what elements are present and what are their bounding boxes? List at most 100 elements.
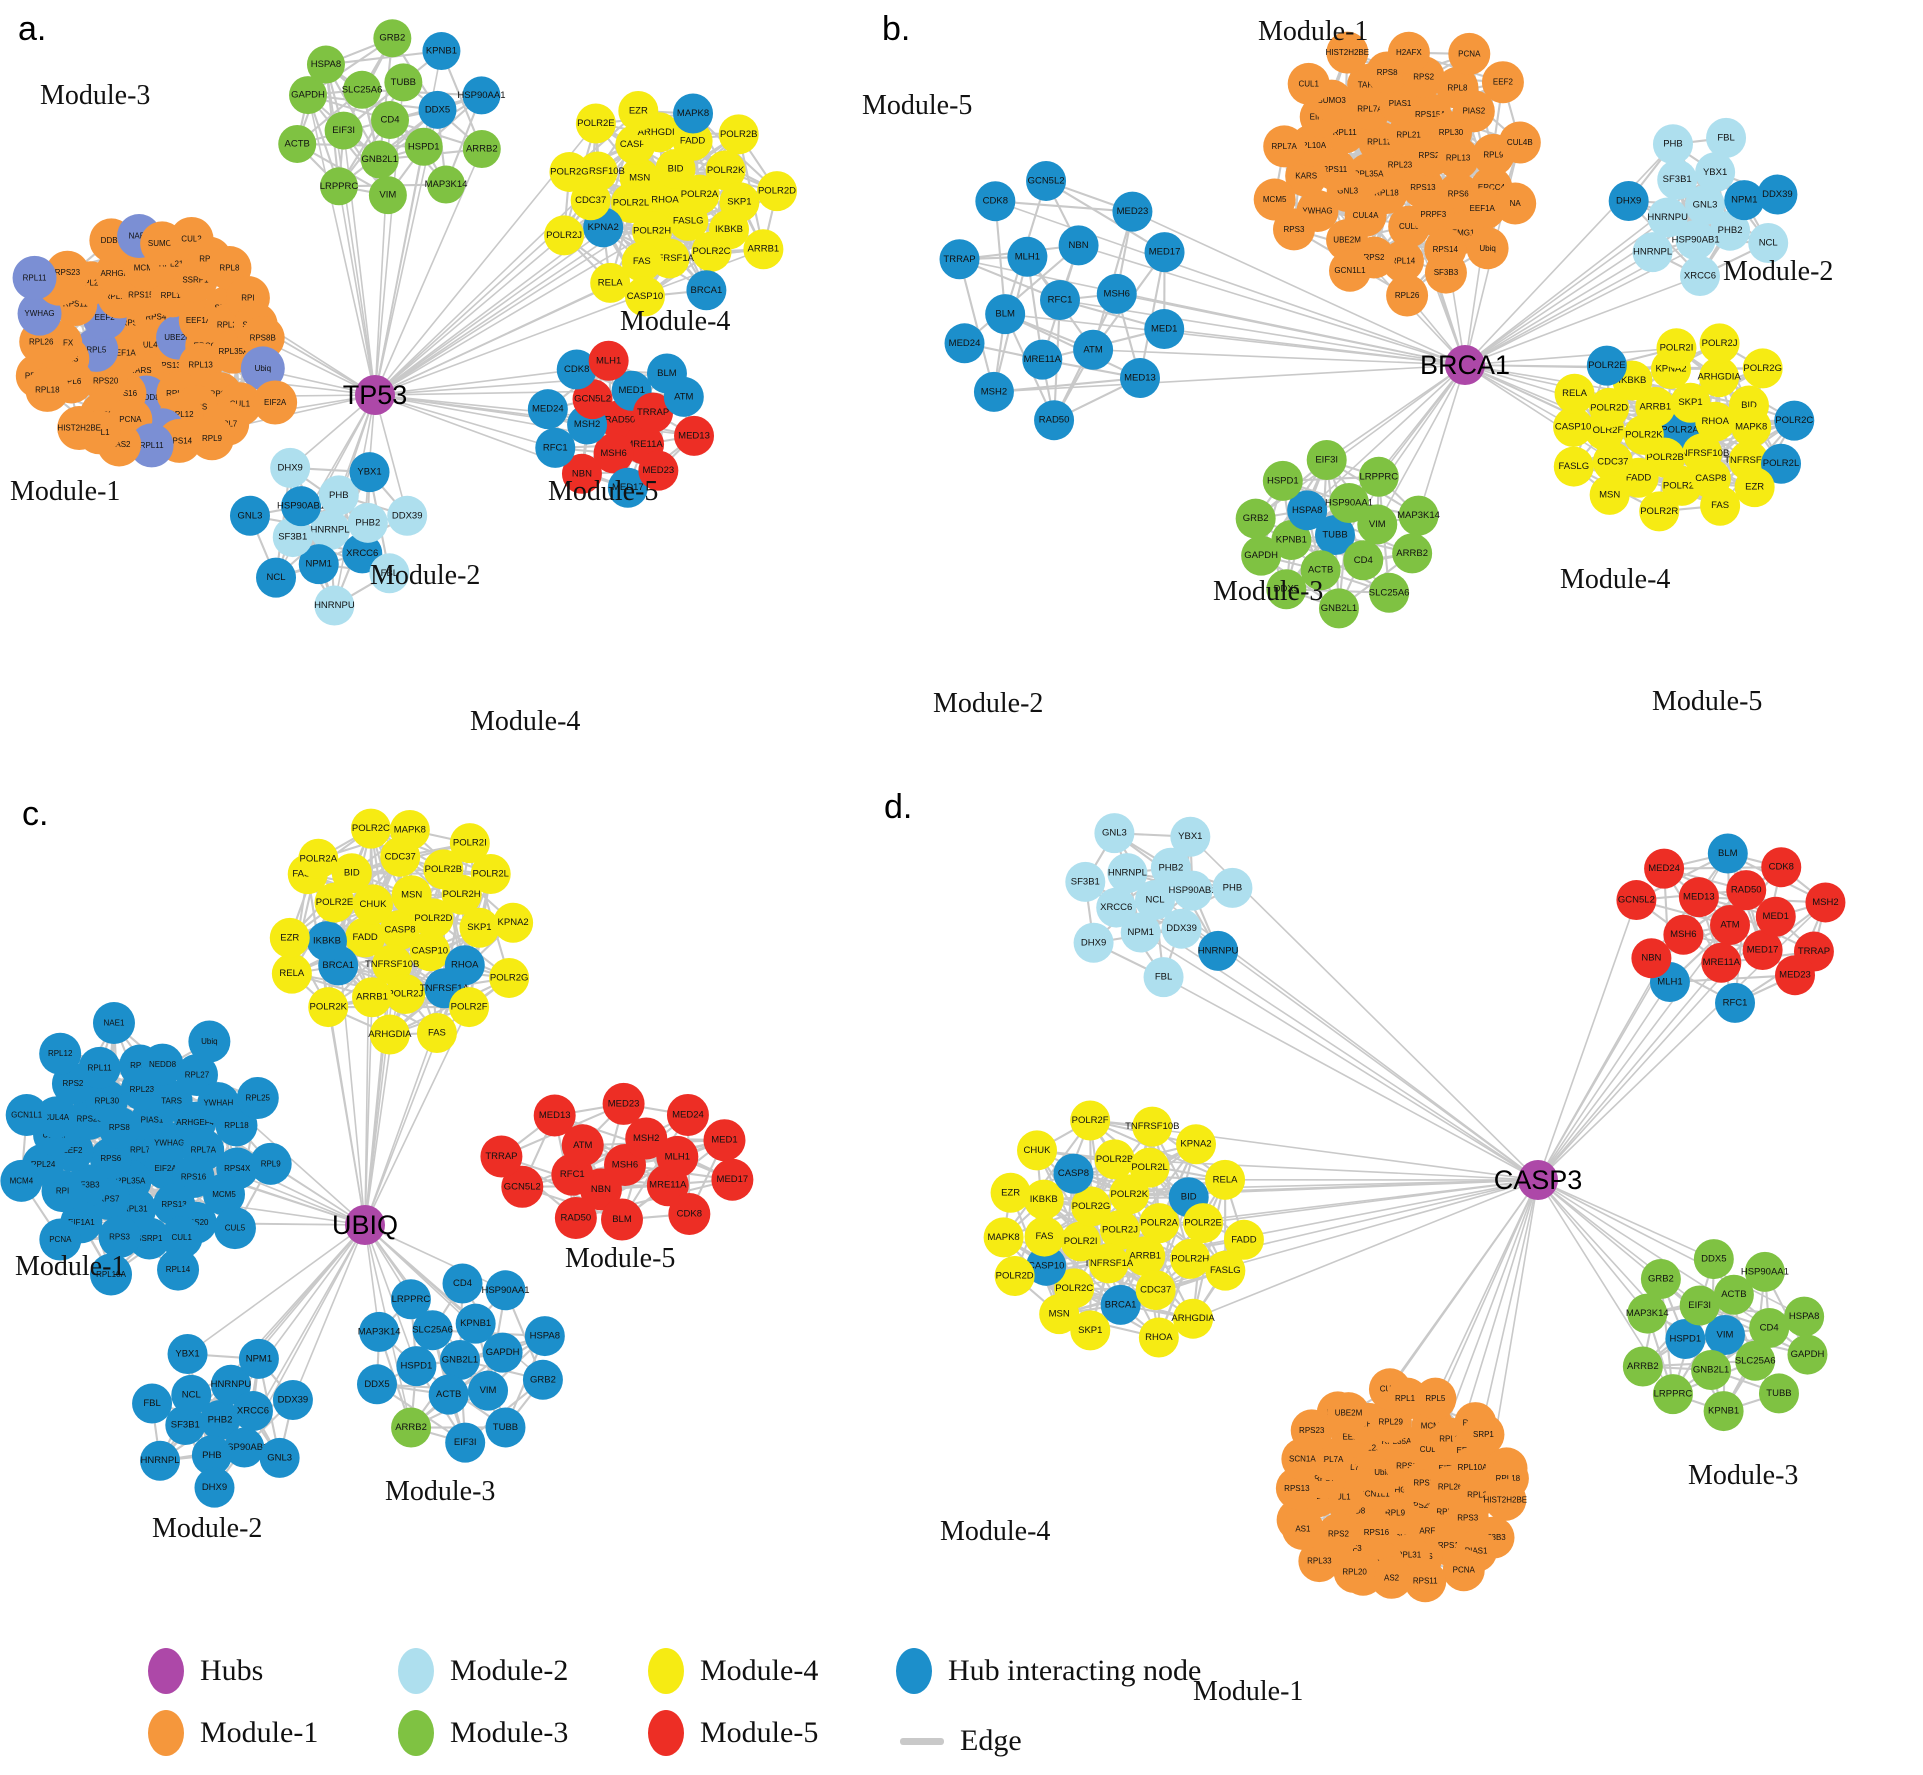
network-node[interactable]	[1706, 117, 1747, 158]
network-node[interactable]	[314, 585, 355, 626]
network-node[interactable]	[527, 389, 568, 430]
network-node[interactable]	[240, 316, 285, 361]
network-node[interactable]	[298, 838, 339, 879]
network-node[interactable]	[427, 165, 466, 204]
network-node[interactable]	[485, 1407, 526, 1448]
network-node[interactable]	[1616, 880, 1657, 921]
network-node[interactable]	[1026, 1245, 1067, 1286]
network-node[interactable]	[1742, 929, 1783, 970]
network-node[interactable]	[319, 167, 358, 206]
network-node[interactable]	[1183, 1203, 1224, 1244]
network-node[interactable]	[1287, 62, 1330, 105]
network-node[interactable]	[440, 1340, 480, 1380]
network-node[interactable]	[1387, 31, 1430, 74]
network-node[interactable]	[673, 93, 714, 134]
network-node[interactable]	[413, 898, 454, 939]
network-node[interactable]	[278, 124, 317, 163]
network-node[interactable]	[160, 1216, 203, 1259]
network-node[interactable]	[1298, 1540, 1341, 1583]
network-node[interactable]	[1622, 1346, 1663, 1387]
network-node[interactable]	[1713, 1274, 1754, 1315]
network-node[interactable]	[1705, 1315, 1745, 1355]
network-node[interactable]	[985, 294, 1026, 335]
network-node[interactable]	[1675, 220, 1716, 261]
network-node[interactable]	[308, 987, 349, 1028]
network-node[interactable]	[384, 63, 423, 102]
network-node[interactable]	[1699, 357, 1740, 398]
network-node[interactable]	[1731, 406, 1772, 447]
network-node[interactable]	[1263, 125, 1306, 168]
network-node[interactable]	[85, 1080, 128, 1123]
network-node[interactable]	[1679, 1285, 1720, 1326]
network-node[interactable]	[5, 1093, 48, 1136]
network-node[interactable]	[1761, 443, 1802, 484]
network-node[interactable]	[1699, 323, 1740, 364]
network-node[interactable]	[1023, 1179, 1064, 1220]
network-node[interactable]	[253, 380, 298, 425]
network-node[interactable]	[1096, 887, 1137, 928]
hub-node[interactable]	[355, 375, 395, 415]
network-node[interactable]	[272, 1380, 313, 1421]
network-node[interactable]	[0, 1159, 43, 1202]
network-node[interactable]	[601, 1198, 644, 1241]
network-node[interactable]	[318, 475, 359, 516]
network-node[interactable]	[1281, 1507, 1324, 1550]
network-node[interactable]	[674, 415, 715, 456]
network-node[interactable]	[482, 1332, 523, 1373]
network-node[interactable]	[1724, 180, 1765, 221]
network-node[interactable]	[1678, 877, 1719, 918]
network-node[interactable]	[1205, 1159, 1246, 1200]
network-node[interactable]	[1300, 550, 1341, 591]
network-node[interactable]	[1554, 373, 1595, 414]
network-node[interactable]	[171, 1374, 212, 1415]
network-node[interactable]	[210, 1364, 251, 1405]
network-node[interactable]	[1357, 504, 1398, 545]
network-node[interactable]	[480, 1135, 523, 1178]
network-node[interactable]	[501, 1165, 544, 1208]
network-node[interactable]	[409, 931, 450, 972]
network-node[interactable]	[1070, 1310, 1111, 1351]
network-node[interactable]	[718, 114, 759, 155]
network-node[interactable]	[189, 416, 234, 461]
network-node[interactable]	[1498, 121, 1541, 164]
network-node[interactable]	[1198, 930, 1239, 971]
network-node[interactable]	[369, 553, 410, 594]
network-node[interactable]	[686, 270, 727, 311]
network-node[interactable]	[679, 174, 720, 215]
network-node[interactable]	[544, 215, 585, 256]
network-node[interactable]	[621, 241, 662, 282]
network-node[interactable]	[371, 101, 409, 139]
network-node[interactable]	[310, 510, 350, 550]
network-node[interactable]	[1693, 1239, 1734, 1280]
network-node[interactable]	[12, 255, 57, 300]
network-node[interactable]	[369, 1014, 410, 1055]
network-node[interactable]	[1073, 922, 1114, 963]
network-node[interactable]	[1327, 1392, 1370, 1435]
network-node[interactable]	[25, 367, 70, 412]
network-node[interactable]	[347, 502, 388, 543]
network-node[interactable]	[1685, 185, 1725, 225]
network-node[interactable]	[349, 452, 390, 493]
network-node[interactable]	[1707, 833, 1748, 874]
network-node[interactable]	[441, 874, 482, 915]
network-node[interactable]	[1135, 880, 1175, 920]
network-node[interactable]	[90, 1253, 133, 1296]
network-node[interactable]	[561, 1124, 604, 1167]
network-node[interactable]	[1710, 905, 1750, 945]
network-node[interactable]	[1119, 358, 1160, 399]
network-node[interactable]	[416, 1013, 457, 1054]
network-node[interactable]	[1657, 159, 1698, 200]
network-node[interactable]	[306, 45, 345, 84]
network-node[interactable]	[396, 1346, 437, 1387]
network-node[interactable]	[1172, 870, 1213, 911]
network-node[interactable]	[380, 910, 420, 950]
network-node[interactable]	[200, 1400, 240, 1440]
network-node[interactable]	[271, 953, 312, 994]
network-node[interactable]	[524, 1316, 565, 1357]
network-node[interactable]	[1695, 152, 1736, 193]
network-node[interactable]	[1235, 498, 1276, 539]
network-node[interactable]	[939, 239, 980, 280]
network-node[interactable]	[554, 1197, 597, 1240]
network-node[interactable]	[1272, 208, 1315, 251]
network-node[interactable]	[1392, 533, 1433, 574]
